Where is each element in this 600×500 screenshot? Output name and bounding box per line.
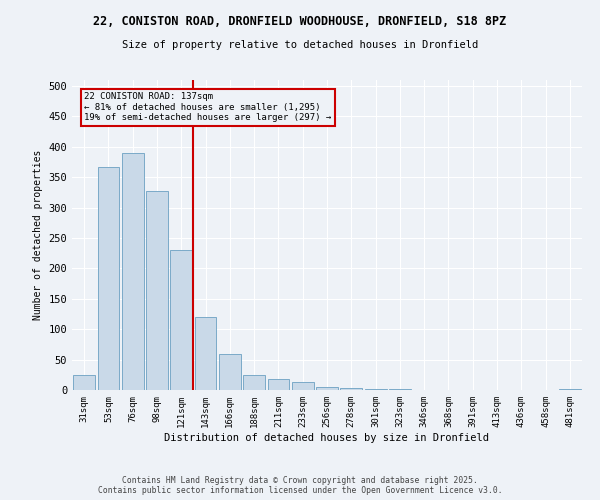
Bar: [194, 317, 217, 390]
Bar: [219, 354, 241, 390]
Bar: [316, 387, 338, 390]
Bar: [268, 379, 289, 390]
Text: Size of property relative to detached houses in Dronfield: Size of property relative to detached ho…: [122, 40, 478, 50]
Text: 22 CONISTON ROAD: 137sqm
← 81% of detached houses are smaller (1,295)
19% of sem: 22 CONISTON ROAD: 137sqm ← 81% of detach…: [85, 92, 332, 122]
Bar: [340, 388, 362, 390]
Text: Contains HM Land Registry data © Crown copyright and database right 2025.
Contai: Contains HM Land Registry data © Crown c…: [98, 476, 502, 495]
Bar: [73, 375, 95, 390]
X-axis label: Distribution of detached houses by size in Dronfield: Distribution of detached houses by size …: [164, 432, 490, 442]
Text: 22, CONISTON ROAD, DRONFIELD WOODHOUSE, DRONFIELD, S18 8PZ: 22, CONISTON ROAD, DRONFIELD WOODHOUSE, …: [94, 15, 506, 28]
Bar: [97, 167, 119, 390]
Bar: [292, 382, 314, 390]
Bar: [559, 389, 581, 390]
Bar: [146, 190, 168, 390]
Bar: [170, 250, 192, 390]
Bar: [365, 389, 386, 390]
Bar: [243, 375, 265, 390]
Bar: [122, 153, 143, 390]
Y-axis label: Number of detached properties: Number of detached properties: [33, 150, 43, 320]
